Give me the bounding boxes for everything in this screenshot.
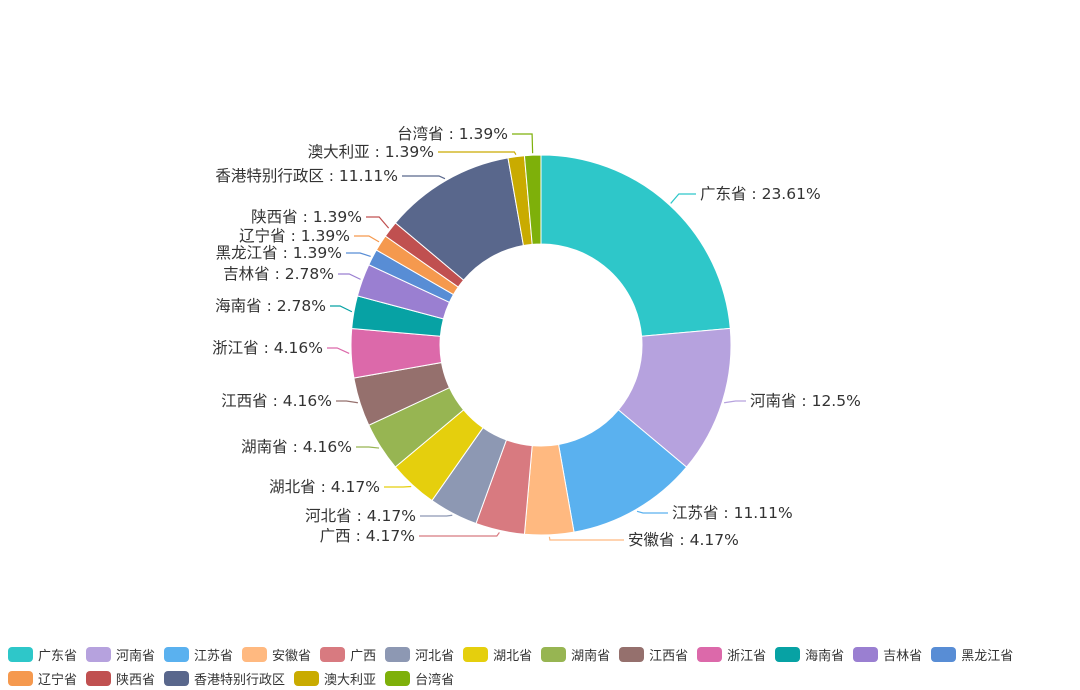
- legend-item-5[interactable]: 河北省: [385, 645, 455, 664]
- legend-swatch: [86, 670, 112, 686]
- slice-label-17: 台湾省 : 1.39%: [397, 125, 508, 143]
- leader-line-1: [724, 400, 746, 404]
- leader-line-2: [636, 510, 668, 514]
- legend-label: 河南省: [116, 648, 156, 664]
- legend-label: 河北省: [415, 648, 455, 664]
- legend-item-13[interactable]: 辽宁省: [8, 669, 78, 688]
- legend-item-0[interactable]: 广东省: [8, 645, 78, 664]
- legend-swatch: [775, 646, 801, 662]
- legend-swatch: [385, 646, 411, 662]
- legend-item-17[interactable]: 台湾省: [385, 669, 455, 688]
- legend-label: 陕西省: [116, 672, 156, 688]
- legend-label: 江西省: [649, 648, 689, 664]
- leader-line-7: [356, 446, 380, 449]
- legend-item-11[interactable]: 吉林省: [853, 645, 923, 664]
- slice-label-7: 湖南省 : 4.16%: [241, 438, 352, 456]
- legend-swatch: [619, 646, 645, 662]
- slice-label-5: 河北省 : 4.17%: [305, 507, 416, 525]
- legend-item-16[interactable]: 澳大利亚: [294, 669, 377, 688]
- leader-line-5: [420, 514, 453, 517]
- legend-label: 台湾省: [415, 672, 455, 688]
- slice-label-4: 广西 : 4.17%: [320, 527, 415, 545]
- legend-label: 浙江省: [727, 648, 767, 664]
- slice-label-11: 吉林省 : 2.78%: [223, 265, 334, 283]
- legend-label: 辽宁省: [38, 672, 78, 688]
- leader-line-3: [548, 536, 624, 541]
- legend-swatch: [86, 646, 112, 662]
- legend-label: 江苏省: [194, 648, 234, 664]
- legend-swatch: [853, 646, 879, 662]
- leader-line-6: [384, 485, 412, 488]
- legend-item-3[interactable]: 安徽省: [242, 645, 312, 664]
- slice-label-10: 海南省 : 2.78%: [215, 297, 326, 315]
- leader-line-4: [419, 532, 500, 537]
- legend-swatch: [164, 670, 190, 686]
- legend-label: 海南省: [805, 648, 845, 664]
- donut-chart: 广东省 : 23.61% 河南省 : 12.5% 江苏省 : 11.11% 安徽省 :…: [212, 125, 861, 549]
- legend-swatch: [242, 646, 268, 662]
- slice-label-6: 湖北省 : 4.17%: [269, 478, 380, 496]
- legend-item-7[interactable]: 湖南省: [541, 645, 611, 664]
- legend-item-2[interactable]: 江苏省: [164, 645, 234, 664]
- legend-swatch: [463, 646, 489, 662]
- slice-label-0: 广东省 : 23.61%: [700, 185, 821, 203]
- slice-label-8: 江西省 : 4.16%: [221, 392, 332, 410]
- legend-swatch: [8, 670, 33, 686]
- legend-swatch: [164, 646, 190, 662]
- slice-label-13: 辽宁省 : 1.39%: [239, 227, 350, 245]
- legend-label: 湖南省: [571, 648, 611, 664]
- slice-label-9: 浙江省 : 4.16%: [212, 339, 323, 357]
- legend-label: 安徽省: [272, 648, 312, 664]
- leader-line-11: [338, 273, 361, 280]
- leader-line-16: [438, 151, 517, 155]
- legend-swatch: [541, 646, 567, 662]
- leader-line-13: [354, 235, 380, 243]
- leader-line-9: [327, 347, 350, 354]
- leader-line-12: [346, 252, 371, 257]
- leader-line-10: [330, 305, 353, 313]
- legend-swatch: [8, 646, 33, 662]
- legend-label: 广西: [350, 648, 377, 664]
- slice-label-3: 安徽省 : 4.17%: [628, 531, 739, 549]
- legend-item-1[interactable]: 河南省: [86, 645, 156, 664]
- legend-swatch: [931, 646, 957, 662]
- leader-line-8: [336, 400, 358, 404]
- legend-label: 吉林省: [883, 648, 923, 664]
- legend-item-14[interactable]: 陕西省: [86, 669, 156, 688]
- slice-0[interactable]: [540, 154, 731, 337]
- legend-label: 香港特别行政区: [194, 672, 286, 688]
- legend-item-4[interactable]: 广西: [320, 645, 377, 664]
- legend-swatch: [294, 670, 320, 686]
- slice-label-16: 澳大利亚 : 1.39%: [308, 143, 434, 161]
- legend-item-12[interactable]: 黑龙江省: [931, 645, 1014, 664]
- legend-item-8[interactable]: 江西省: [619, 645, 689, 664]
- legend-label: 澳大利亚: [324, 672, 377, 688]
- legend-item-10[interactable]: 海南省: [775, 645, 845, 664]
- leader-line-15: [402, 175, 446, 180]
- legend-swatch: [697, 646, 723, 662]
- legend-label: 广东省: [38, 648, 78, 664]
- slice-label-2: 江苏省 : 11.11%: [672, 504, 793, 522]
- legend-item-6[interactable]: 湖北省: [463, 645, 533, 664]
- slice-label-12: 黑龙江省 : 1.39%: [216, 244, 342, 262]
- leader-line-17: [512, 133, 534, 154]
- slice-label-15: 香港特别行政区 : 11.11%: [215, 167, 398, 185]
- slice-label-1: 河南省 : 12.5%: [750, 392, 861, 410]
- legend-item-9[interactable]: 浙江省: [697, 645, 767, 664]
- legend-swatch: [320, 646, 346, 662]
- legend-label: 湖北省: [493, 648, 533, 664]
- slice-17[interactable]: [523, 154, 542, 245]
- leader-line-14: [366, 216, 390, 229]
- legend-item-15[interactable]: 香港特别行政区: [164, 669, 286, 688]
- legend: 广东省 河南省 江苏省 安徽省 广西 河北省 湖北省 湖南省 江西省 浙江省 海南省 吉林省 黑龙江省辽…: [8, 645, 1080, 688]
- slice-label-14: 陕西省 : 1.39%: [251, 208, 362, 226]
- legend-swatch: [385, 670, 411, 686]
- leader-line-0: [670, 193, 696, 204]
- legend-label: 黑龙江省: [961, 648, 1014, 664]
